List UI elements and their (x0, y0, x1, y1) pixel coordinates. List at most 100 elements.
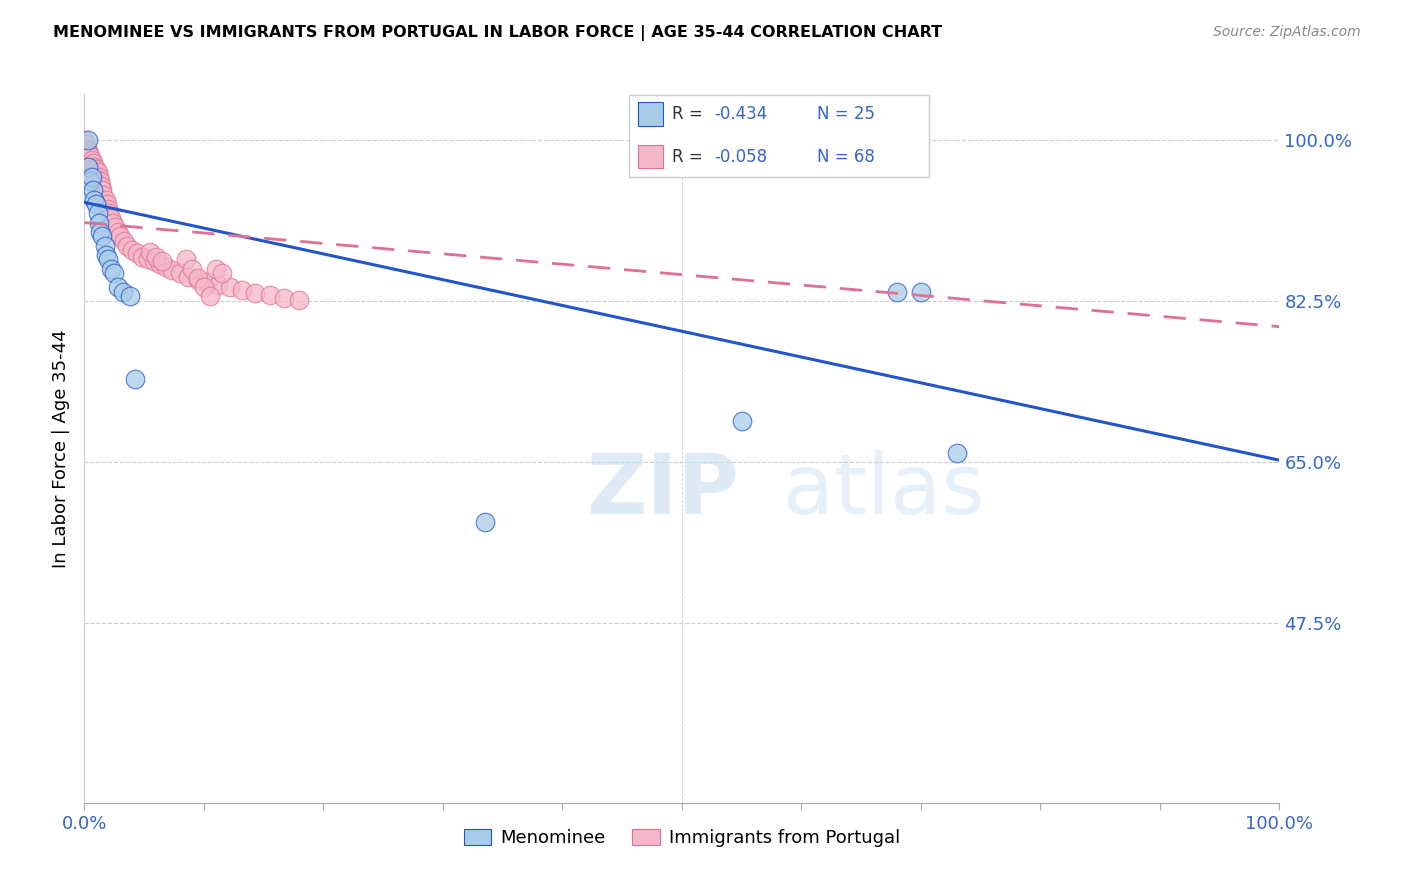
Text: R =: R = (672, 105, 709, 123)
Text: -0.058: -0.058 (714, 148, 766, 166)
Y-axis label: In Labor Force | Age 35-44: In Labor Force | Age 35-44 (52, 329, 70, 567)
Point (181, 261, 204, 276)
Point (77, 146, 100, 161)
Point (77, 153, 100, 167)
Point (104, 220, 127, 235)
Point (80, 169, 103, 184)
Point (219, 280, 242, 294)
Point (110, 229, 132, 244)
Point (77, 144, 100, 158)
Point (82, 155, 104, 169)
Point (245, 285, 267, 300)
Point (94, 248, 117, 262)
Point (118, 289, 141, 303)
Text: MENOMINEE VS IMMIGRANTS FROM PORTUGAL IN LABOR FORCE | AGE 35-44 CORRELATION CHA: MENOMINEE VS IMMIGRANTS FROM PORTUGAL IN… (53, 25, 942, 41)
Point (77, 133, 100, 147)
Point (177, 269, 200, 284)
Point (112, 234, 135, 248)
Point (946, 446, 969, 460)
Point (89, 174, 111, 188)
Point (73, 151, 96, 165)
Point (79, 149, 101, 163)
Point (103, 266, 125, 280)
Point (79, 174, 101, 188)
Point (86, 197, 108, 211)
Bar (638, 102, 662, 126)
Point (83, 161, 105, 175)
Point (76, 142, 98, 156)
Point (124, 372, 146, 386)
Point (288, 293, 311, 307)
Point (187, 270, 209, 285)
Point (80, 162, 103, 177)
Point (75, 155, 97, 169)
Point (142, 254, 165, 268)
Point (107, 280, 129, 294)
Point (150, 254, 173, 268)
Text: Source: ZipAtlas.com: Source: ZipAtlas.com (1213, 25, 1361, 39)
Point (86, 206, 108, 220)
Point (86, 162, 108, 177)
Point (131, 250, 153, 264)
Point (117, 238, 139, 252)
Point (77, 161, 100, 175)
Point (101, 216, 124, 230)
Point (231, 283, 253, 297)
Legend: Menominee, Immigrants from Portugal: Menominee, Immigrants from Portugal (457, 822, 907, 854)
Point (77, 155, 100, 169)
Point (94, 193, 117, 207)
Point (197, 276, 219, 290)
Point (100, 211, 122, 225)
Point (107, 225, 129, 239)
Point (73, 133, 96, 147)
Point (83, 193, 105, 207)
Point (75, 137, 97, 152)
Text: -0.434: -0.434 (714, 105, 768, 123)
Point (87, 216, 110, 230)
Point (73, 142, 96, 156)
Point (87, 169, 110, 184)
Point (211, 266, 233, 280)
Point (79, 159, 101, 173)
Point (121, 244, 143, 258)
Point (93, 188, 115, 202)
Point (76, 151, 98, 165)
Point (910, 285, 932, 299)
Point (259, 288, 281, 302)
Point (80, 153, 103, 167)
Point (100, 261, 122, 276)
Text: R =: R = (672, 148, 709, 166)
Point (97, 202, 120, 216)
Point (82, 183, 104, 197)
Point (91, 229, 114, 244)
Point (207, 278, 229, 293)
Text: N = 25: N = 25 (817, 105, 876, 123)
Point (139, 245, 162, 260)
Point (160, 263, 183, 277)
Point (149, 257, 172, 271)
Point (125, 246, 148, 260)
Point (111, 285, 134, 299)
Point (198, 289, 221, 303)
FancyBboxPatch shape (628, 95, 929, 177)
Point (86, 165, 108, 179)
Point (169, 266, 191, 280)
Point (174, 252, 197, 267)
Point (96, 197, 118, 211)
Point (205, 261, 228, 276)
Point (98, 206, 121, 220)
Text: atlas: atlas (783, 450, 986, 532)
Point (886, 285, 908, 299)
Text: N = 68: N = 68 (817, 148, 876, 166)
Point (136, 252, 159, 267)
Point (273, 291, 295, 305)
Point (145, 250, 167, 264)
Point (89, 225, 111, 239)
Point (474, 515, 496, 529)
Point (86, 171, 108, 186)
Point (193, 280, 215, 294)
Point (90, 178, 112, 193)
Point (84, 168, 107, 182)
Bar (638, 145, 662, 169)
Point (187, 273, 209, 287)
